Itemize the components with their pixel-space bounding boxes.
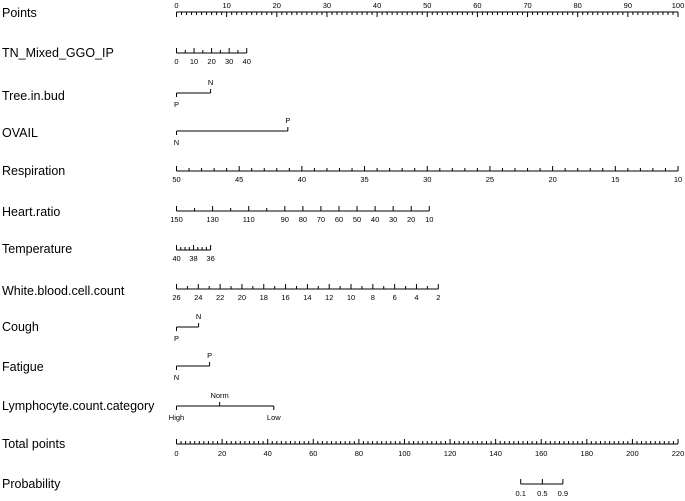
heart-ratio-tick-label: 50	[353, 215, 361, 224]
white-blood-cell-count-tick-label: 14	[303, 293, 311, 302]
heart-ratio-tick-label: 80	[299, 215, 307, 224]
white-blood-cell-count-tick-label: 18	[260, 293, 268, 302]
cough-level-label: P	[174, 334, 179, 343]
row-label-white-blood-cell-count: White.blood.cell.count	[2, 284, 125, 298]
total-points-tick-label: 180	[581, 449, 594, 458]
tn-mixed-ggo-ip-tick-label: 30	[225, 57, 233, 66]
tn-mixed-ggo-ip-tick-label: 20	[207, 57, 215, 66]
respiration-tick-label: 25	[486, 175, 494, 184]
lymphocyte-count-category-level-label: Norm	[210, 391, 228, 400]
row-label-lymphocyte-count-category: Lymphocyte.count.category	[2, 399, 155, 413]
row-label-tn-mixed-ggo-ip: TN_Mixed_GGO_IP	[2, 46, 114, 60]
heart-ratio-tick-label: 10	[425, 215, 433, 224]
total-points-tick-label: 80	[355, 449, 363, 458]
points-tick-label: 30	[323, 1, 331, 10]
temperature-tick-label: 38	[189, 254, 197, 263]
heart-ratio-tick-label: 130	[206, 215, 219, 224]
respiration-tick-label: 30	[423, 175, 431, 184]
white-blood-cell-count-tick-label: 6	[393, 293, 397, 302]
points-tick-label: 40	[373, 1, 381, 10]
heart-ratio-tick-label: 60	[335, 215, 343, 224]
tn-mixed-ggo-ip-tick-label: 0	[174, 57, 178, 66]
total-points-tick-label: 40	[264, 449, 272, 458]
probability-tick-label: 0.1	[515, 489, 525, 498]
heart-ratio-tick-label: 90	[281, 215, 289, 224]
heart-ratio-tick-label: 150	[170, 215, 183, 224]
respiration-tick-label: 40	[298, 175, 306, 184]
white-blood-cell-count-tick-label: 24	[194, 293, 202, 302]
probability-tick-label: 0.9	[558, 489, 568, 498]
heart-ratio-tick-label: 20	[407, 215, 415, 224]
row-label-temperature: Temperature	[2, 242, 72, 256]
respiration-tick-label: 45	[235, 175, 243, 184]
white-blood-cell-count-tick-label: 8	[371, 293, 375, 302]
heart-ratio-tick-label: 30	[389, 215, 397, 224]
row-label-fatigue: Fatigue	[2, 360, 44, 374]
row-label-tree-in-bud: Tree.in.bud	[2, 89, 65, 103]
total-points-tick-label: 120	[444, 449, 457, 458]
points-tick-label: 20	[273, 1, 281, 10]
tree-in-bud-level-label: P	[174, 100, 179, 109]
white-blood-cell-count-tick-label: 2	[436, 293, 440, 302]
white-blood-cell-count-tick-label: 26	[172, 293, 180, 302]
white-blood-cell-count-tick-label: 16	[281, 293, 289, 302]
row-label-cough: Cough	[2, 320, 39, 334]
fatigue-level-label: P	[207, 351, 212, 360]
respiration-tick-label: 50	[172, 175, 180, 184]
total-points-tick-label: 140	[489, 449, 502, 458]
heart-ratio-tick-label: 110	[243, 215, 255, 224]
total-points-tick-label: 220	[672, 449, 685, 458]
row-label-ovail: OVAIL	[2, 126, 38, 140]
points-tick-label: 10	[222, 1, 230, 10]
row-label-respiration: Respiration	[2, 164, 65, 178]
points-tick-label: 90	[624, 1, 632, 10]
tn-mixed-ggo-ip-tick-label: 10	[190, 57, 198, 66]
heart-ratio-tick-label: 40	[371, 215, 379, 224]
points-tick-label: 80	[574, 1, 582, 10]
total-points-tick-label: 0	[174, 449, 178, 458]
white-blood-cell-count-tick-label: 20	[238, 293, 246, 302]
points-tick-label: 0	[174, 1, 178, 10]
respiration-tick-label: 10	[674, 175, 682, 184]
white-blood-cell-count-tick-label: 12	[325, 293, 333, 302]
probability-tick-label: 0.5	[537, 489, 547, 498]
white-blood-cell-count-tick-label: 4	[414, 293, 418, 302]
white-blood-cell-count-tick-label: 10	[347, 293, 355, 302]
row-label-heart-ratio: Heart.ratio	[2, 205, 60, 219]
points-tick-label: 50	[423, 1, 431, 10]
row-label-total-points: Total points	[2, 437, 65, 451]
tree-in-bud-level-label: N	[208, 78, 213, 87]
heart-ratio-tick-label: 70	[317, 215, 325, 224]
temperature-tick-label: 40	[172, 254, 180, 263]
respiration-tick-label: 20	[548, 175, 556, 184]
ovail-level-label: N	[174, 138, 179, 147]
points-tick-label: 60	[473, 1, 481, 10]
white-blood-cell-count-tick-label: 22	[216, 293, 224, 302]
tn-mixed-ggo-ip-tick-label: 40	[243, 57, 251, 66]
row-label-points: Points	[2, 6, 37, 20]
respiration-tick-label: 35	[360, 175, 368, 184]
row-label-probability: Probability	[2, 477, 61, 491]
lymphocyte-count-category-level-label: High	[169, 413, 184, 422]
lymphocyte-count-category-level-label: Low	[267, 413, 281, 422]
fatigue-level-label: N	[174, 373, 179, 382]
total-points-tick-label: 20	[218, 449, 226, 458]
respiration-tick-label: 15	[611, 175, 619, 184]
points-tick-label: 100	[672, 1, 685, 10]
total-points-tick-label: 200	[626, 449, 639, 458]
ovail-level-label: P	[285, 116, 290, 125]
total-points-tick-label: 100	[398, 449, 411, 458]
temperature-tick-label: 36	[206, 254, 214, 263]
total-points-tick-label: 60	[309, 449, 317, 458]
total-points-tick-label: 160	[535, 449, 548, 458]
points-tick-label: 70	[523, 1, 531, 10]
cough-level-label: N	[196, 312, 201, 321]
